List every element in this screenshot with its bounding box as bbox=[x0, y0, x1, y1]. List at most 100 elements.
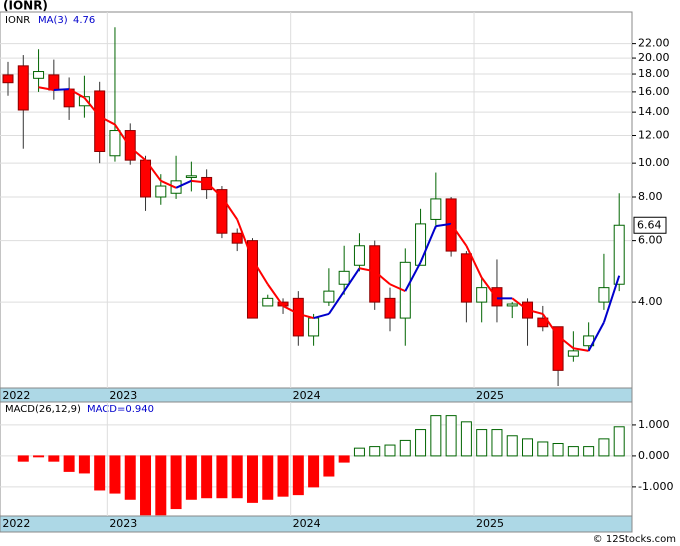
y-tick-label: 4.00 bbox=[638, 295, 663, 308]
price-tag-label: 6.64 bbox=[637, 218, 662, 231]
ma-line bbox=[251, 258, 269, 285]
y-tick-label: 22.00 bbox=[638, 37, 670, 50]
ma-line bbox=[129, 146, 147, 161]
ma-line bbox=[404, 261, 422, 292]
candle-body bbox=[613, 224, 625, 285]
macd-bar bbox=[308, 455, 320, 488]
y-tick-label: 0.000 bbox=[638, 449, 670, 462]
macd-bar bbox=[48, 455, 60, 462]
macd-bar bbox=[552, 443, 564, 457]
price-tag bbox=[633, 216, 667, 234]
macd-bar bbox=[78, 455, 90, 474]
ma-line bbox=[99, 115, 116, 126]
ma-line bbox=[191, 179, 207, 184]
macd-bar bbox=[155, 455, 167, 516]
y-tick-label: 14.00 bbox=[638, 105, 670, 118]
candle-body bbox=[323, 290, 335, 303]
y-tick-label: 16.00 bbox=[638, 85, 670, 98]
macd-bar bbox=[292, 455, 304, 496]
ma-line bbox=[359, 267, 375, 273]
macd-bar bbox=[369, 446, 381, 457]
ma-line bbox=[450, 223, 468, 247]
macd-bar bbox=[94, 455, 106, 491]
candle-body bbox=[48, 74, 60, 91]
macd-bar bbox=[185, 455, 197, 500]
chart-title: (IONR) bbox=[3, 0, 48, 13]
candle-body bbox=[262, 297, 274, 307]
ma-line bbox=[266, 283, 284, 307]
candle-body bbox=[155, 185, 167, 198]
ma-line bbox=[221, 196, 239, 220]
ma-line bbox=[541, 313, 559, 337]
candle-body bbox=[124, 130, 136, 161]
macd-bar bbox=[445, 415, 457, 457]
ma-line bbox=[527, 308, 544, 315]
ma-line bbox=[282, 305, 299, 315]
macd-bar bbox=[262, 455, 274, 500]
ma-line bbox=[374, 270, 391, 286]
macd-value: MACD=0.940 bbox=[87, 404, 154, 415]
candle-body bbox=[338, 270, 350, 285]
macd-title: MACD(26,12,9) bbox=[5, 404, 81, 415]
candle-body bbox=[17, 65, 29, 111]
candle-body bbox=[216, 189, 228, 234]
macd-bar bbox=[216, 455, 228, 499]
y-tick-label: 20.00 bbox=[638, 51, 670, 64]
candle-body bbox=[353, 245, 365, 266]
ma-line bbox=[328, 290, 345, 315]
y-tick-label: 18.00 bbox=[638, 67, 670, 80]
ma-line bbox=[435, 222, 452, 228]
macd-bar bbox=[491, 429, 503, 457]
candle-body bbox=[33, 71, 45, 79]
macd-bar bbox=[246, 455, 258, 503]
macd-bar bbox=[415, 429, 427, 457]
candle-body bbox=[246, 240, 258, 319]
x-axis-strip bbox=[0, 515, 633, 533]
x-tick-label: 2025 bbox=[476, 517, 504, 530]
candle-body bbox=[185, 175, 197, 178]
x-tick-label: 2022 bbox=[2, 517, 30, 530]
macd-bar bbox=[109, 455, 121, 494]
macd-bar bbox=[567, 446, 579, 457]
candle-body bbox=[552, 326, 564, 371]
ma-line bbox=[587, 321, 605, 352]
ma-line bbox=[573, 347, 589, 352]
ma-line bbox=[114, 123, 132, 148]
candle-body bbox=[567, 350, 579, 357]
macd-bar bbox=[460, 421, 472, 457]
footer: © 12Stocks.com bbox=[593, 534, 676, 545]
x-tick-label: 2024 bbox=[293, 389, 321, 402]
macd-bar bbox=[63, 455, 75, 472]
macd-bar bbox=[124, 455, 136, 500]
ma-line bbox=[205, 181, 223, 198]
y-tick-label: 12.00 bbox=[638, 129, 670, 142]
legend-ma-value: 4.76 bbox=[73, 15, 95, 26]
macd-bar bbox=[506, 435, 518, 457]
macd-bar bbox=[613, 426, 625, 457]
ma-line bbox=[419, 225, 437, 263]
ma-line bbox=[557, 335, 574, 350]
candle-body bbox=[598, 287, 610, 303]
ma-line bbox=[83, 97, 101, 118]
ma-line bbox=[68, 88, 85, 99]
ma-line bbox=[236, 219, 254, 260]
ma-line bbox=[602, 275, 621, 323]
macd-bar bbox=[170, 455, 182, 510]
candle-body bbox=[94, 90, 106, 152]
candle-body bbox=[476, 287, 488, 303]
y-tick-label: -1.000 bbox=[638, 480, 673, 493]
y-tick-label: 8.00 bbox=[638, 190, 663, 203]
candle-body bbox=[369, 245, 381, 303]
ma-line bbox=[298, 312, 314, 320]
ma-line bbox=[465, 245, 483, 279]
legend-ma: MA(3) bbox=[38, 15, 68, 26]
ma-line bbox=[38, 86, 55, 91]
candle-body bbox=[292, 297, 304, 337]
macd-bar bbox=[583, 446, 595, 457]
x-tick-label: 2022 bbox=[2, 389, 30, 402]
candle-body bbox=[109, 130, 121, 157]
macd-bar bbox=[201, 455, 213, 499]
macd-bar bbox=[476, 429, 488, 457]
candle-body bbox=[415, 223, 427, 266]
macd-bar bbox=[353, 447, 365, 457]
